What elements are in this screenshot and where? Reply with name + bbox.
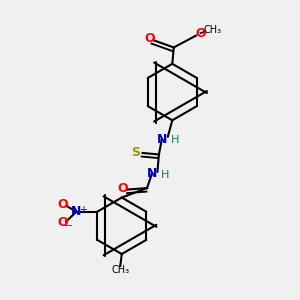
Text: CH₃: CH₃ (203, 25, 221, 34)
Text: O: O (195, 27, 206, 40)
Text: −: − (64, 221, 73, 231)
Text: S: S (131, 146, 140, 159)
Text: CH₃: CH₃ (111, 266, 129, 275)
Text: O: O (117, 182, 128, 195)
Text: O: O (57, 217, 68, 230)
Text: N: N (147, 167, 157, 180)
Text: O: O (57, 198, 68, 211)
Text: H: H (161, 170, 169, 180)
Text: +: + (79, 205, 87, 214)
Text: O: O (144, 32, 155, 45)
Text: N: N (71, 205, 82, 218)
Text: N: N (157, 133, 167, 146)
Text: H: H (171, 135, 179, 145)
